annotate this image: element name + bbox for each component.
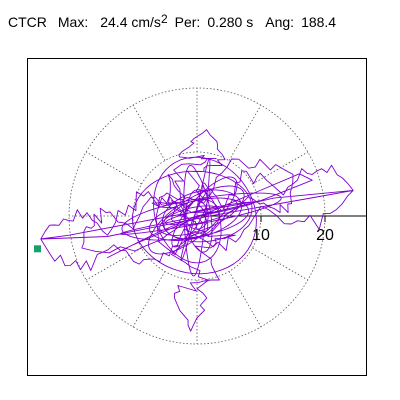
angle-value: 188.4 (301, 14, 337, 30)
axis-layer: 10 20 (197, 215, 366, 244)
grid-spoke-5 (85, 151, 142, 185)
max-value: 24.4 cm/s (100, 14, 161, 30)
grid-spoke-1 (252, 151, 309, 185)
max-direction-marker (34, 245, 41, 253)
chart-header: CTCR Max: 24.4 cm/s2 Per: 0.280 s Ang: 188.4 (8, 12, 337, 30)
grid-spoke-7 (85, 247, 142, 281)
station-code: CTCR (8, 14, 47, 30)
grid-spoke-8 (132, 271, 166, 328)
x-tick-label-20: 20 (316, 227, 334, 244)
angle-label: Ang: (265, 14, 295, 30)
x-tick-label-10: 10 (252, 227, 270, 244)
period-value: 0.280 s (207, 14, 254, 30)
max-label: Max: (57, 14, 89, 30)
grid-spoke-4 (132, 104, 166, 161)
period-label: Per: (174, 14, 201, 30)
marker-layer (34, 245, 41, 253)
plot-frame (27, 58, 367, 376)
trace-path (40, 129, 354, 332)
max-unit-exponent: 2 (160, 12, 168, 26)
grid-spoke-11 (252, 247, 309, 281)
grid-spoke-10 (228, 271, 262, 328)
particle-trace (40, 129, 354, 332)
grid-spoke-2 (228, 104, 262, 161)
